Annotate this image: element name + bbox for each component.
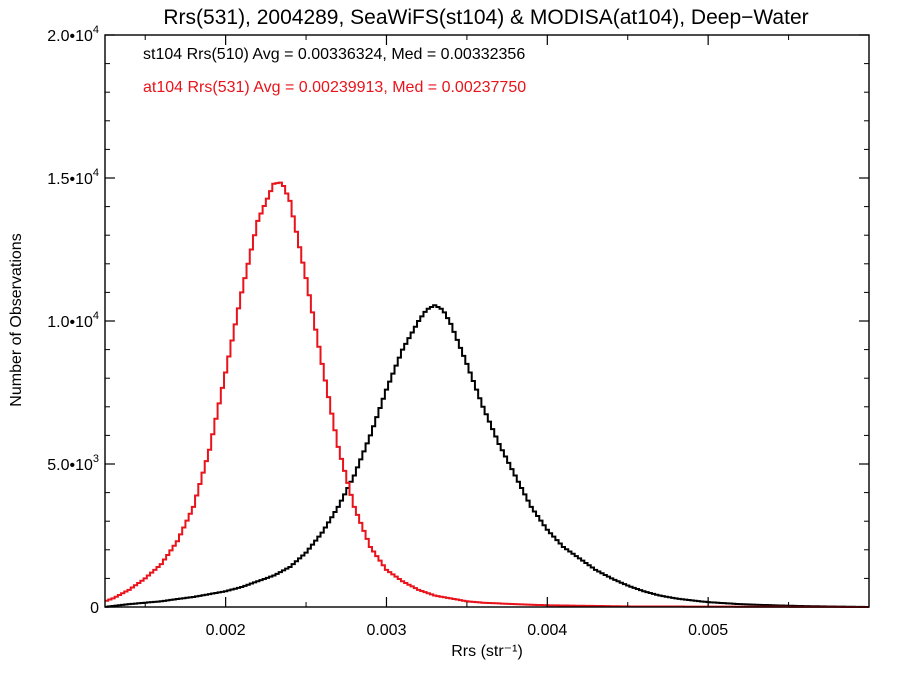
series-line-1: [105, 181, 869, 608]
y-tick-label: 1.0•104: [47, 310, 99, 331]
x-tick-label: 0.002: [206, 622, 246, 639]
x-tick-label: 0.004: [527, 622, 567, 639]
x-tick-label: 0.005: [688, 622, 728, 639]
x-axis-label: Rrs (str⁻¹): [451, 643, 523, 660]
y-tick-label: 5.0•103: [47, 453, 99, 474]
plot-frame: [104, 34, 870, 608]
y-tick-label: 2.0•104: [47, 24, 99, 45]
annotation-at104: at104 Rrs(531) Avg = 0.00239913, Med = 0…: [143, 79, 526, 96]
y-tick-label: 1.5•104: [47, 167, 99, 188]
plot-area: [105, 181, 869, 608]
y-axis-ticks: 0 5.0•103 1.0•104 1.5•104 2.0•104: [47, 24, 869, 617]
y-axis-label: Number of Observations: [8, 233, 25, 406]
annotation-st104: st104 Rrs(510) Avg = 0.00336324, Med = 0…: [143, 46, 525, 63]
x-axis-ticks: 0.002 0.003 0.004 0.005: [144, 35, 790, 639]
chart-title: Rrs(531), 2004289, SeaWiFS(st104) & MODI…: [163, 6, 808, 29]
series-line-0: [105, 304, 869, 608]
x-tick-label: 0.003: [366, 622, 406, 639]
y-tick-label: 0: [90, 600, 99, 617]
